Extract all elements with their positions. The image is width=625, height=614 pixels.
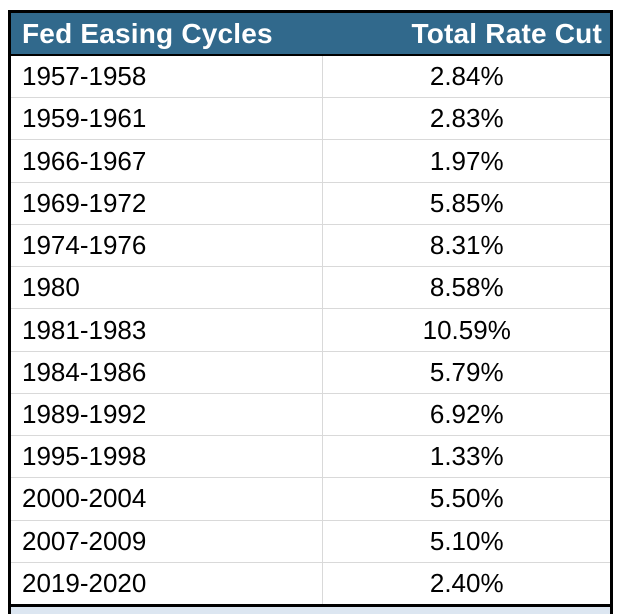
table-row: 1959-1961 2.83% (11, 97, 610, 140)
total-rate-cut-cell: 2.40% (322, 562, 610, 605)
easing-cycle-cell: 1966-1967 (22, 145, 147, 176)
total-rate-cut-cell: 1.97% (322, 140, 610, 182)
total-rate-cut-cell: 5.79% (322, 351, 610, 393)
column-header-fed-easing-cycles: Fed Easing Cycles (22, 17, 273, 49)
table-row: 1989-1992 6.92% (11, 392, 610, 436)
table-row: 1984-1986 5.79% (11, 350, 610, 393)
total-rate-cut-cell: 8.58% (322, 267, 610, 309)
total-rate-cut-cell: 5.10% (322, 520, 610, 562)
easing-cycle-cell: 2000-2004 (22, 483, 147, 514)
easing-cycle-cell: 1981-1983 (22, 314, 147, 345)
easing-cycle-cell: 2007-2009 (22, 525, 147, 556)
fed-easing-cycles-table: Fed Easing Cycles Total Rate Cut 1957-19… (8, 10, 613, 607)
partial-next-row (8, 607, 613, 614)
table-row: 1957-1958 2.84% (11, 56, 610, 98)
easing-cycle-cell: 1980 (22, 272, 80, 303)
easing-cycle-cell: 1959-1961 (22, 103, 147, 134)
total-rate-cut-cell: 5.85% (322, 182, 610, 224)
table-row: 2007-2009 5.10% (11, 519, 610, 562)
table-row: 2000-2004 5.50% (11, 477, 610, 520)
total-rate-cut-cell: 2.83% (322, 98, 610, 140)
table-row: 1980 8.58% (11, 266, 610, 309)
easing-cycle-cell: 1989-1992 (22, 398, 147, 429)
total-rate-cut-cell: 8.31% (322, 224, 610, 267)
column-header-total-rate-cut: Total Rate Cut (411, 17, 602, 49)
total-rate-cut-cell: 5.50% (322, 478, 610, 520)
easing-cycle-cell: 1995-1998 (22, 441, 147, 472)
table-header-row: Fed Easing Cycles Total Rate Cut (11, 13, 610, 56)
table-row: 1966-1967 1.97% (11, 139, 610, 182)
easing-cycle-cell: 1969-1972 (22, 187, 147, 218)
total-rate-cut-cell: 1.33% (322, 436, 610, 478)
table-row: 1974-1976 8.31% (11, 223, 610, 267)
easing-cycle-cell: 1957-1958 (22, 61, 147, 92)
easing-cycle-cell: 1974-1976 (22, 230, 147, 261)
table-row: 2019-2020 2.40% (11, 561, 610, 605)
table-body: 1957-1958 2.84% 1959-1961 2.83% 1966-196… (11, 56, 610, 605)
table-row: 1981-1983 10.59% (11, 308, 610, 351)
total-rate-cut-cell: 6.92% (322, 393, 610, 436)
easing-cycle-cell: 1984-1986 (22, 356, 147, 387)
table-row: 1995-1998 1.33% (11, 435, 610, 478)
total-rate-cut-cell: 2.84% (322, 56, 610, 98)
total-rate-cut-cell: 10.59% (322, 309, 610, 351)
table-row: 1969-1972 5.85% (11, 181, 610, 224)
easing-cycle-cell: 2019-2020 (22, 567, 147, 598)
